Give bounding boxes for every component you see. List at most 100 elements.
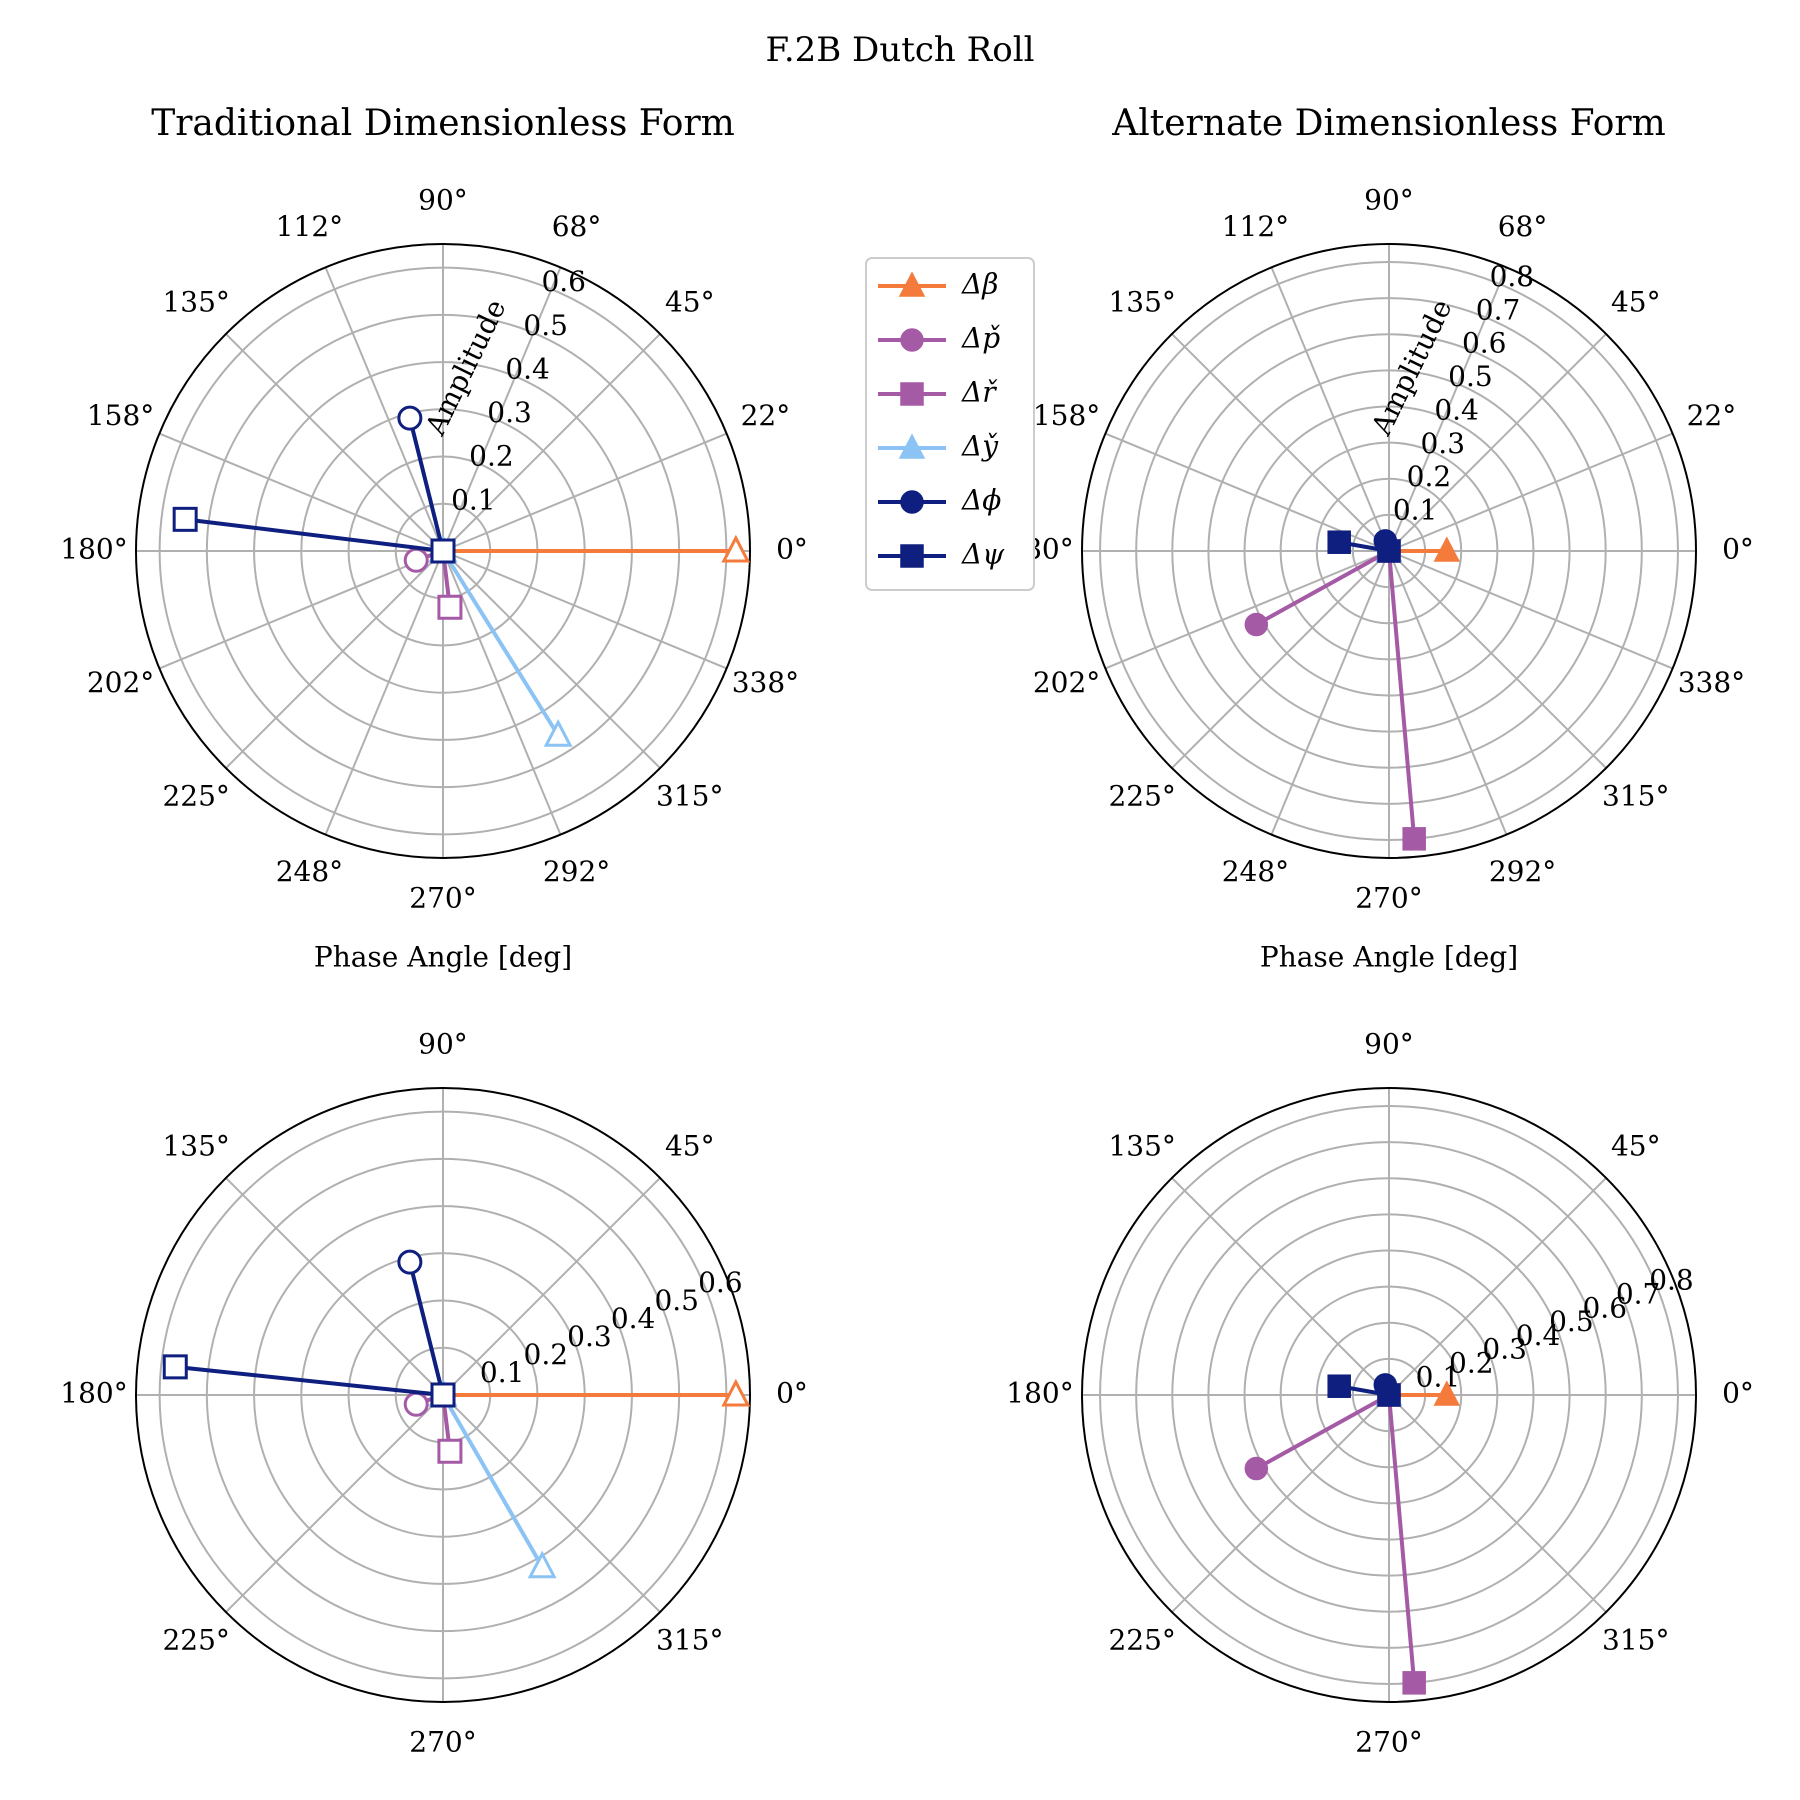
legend-frame [865,257,1035,591]
data-point-marker [397,405,423,431]
angular-gridline [324,266,444,552]
radial-tick-label: 0.1 [1393,494,1438,527]
angle-tick-label: 180° [60,1377,127,1410]
polar-spine [135,243,751,859]
radial-tick-label: 0.1 [1416,1360,1461,1393]
radial-tick-label: 0.4 [1434,393,1479,426]
legend-label: Δβ [961,268,998,301]
angle-tick-label: 90° [418,184,468,217]
legend-marker [898,271,926,297]
polar-spine [1081,243,1697,859]
figure-suptitle: F.2B Dutch Roll [766,30,1035,70]
radial-tick-label: 0.1 [480,1356,525,1389]
angular-gridline [1388,1394,1607,1613]
angular-gridline [1388,432,1674,552]
series-line [175,1364,444,1397]
radial-tick-label: 0.5 [1448,360,1493,393]
angle-tick-label: 45° [1611,286,1661,319]
panel-title: Traditional Dimensionless Form [151,103,735,144]
angle-tick-label: 90° [1364,184,1414,217]
series-line [1255,1393,1390,1471]
angle-tick-label: 315° [1602,1623,1669,1656]
angle-tick-label: 180° [1006,1377,1073,1410]
angular-gridline [1388,1177,1607,1396]
polar-spine [135,1087,751,1703]
angular-gridline [1388,266,1508,552]
angular-gridline [225,1394,444,1613]
angle-tick-label: 112° [1222,210,1289,243]
angle-tick-label: 292° [543,855,610,888]
origin-marker [430,1382,456,1408]
data-point-marker [1244,612,1269,637]
angle-tick-label: 225° [1108,1623,1175,1656]
radial-tick-label: 0.3 [1420,427,1465,460]
legend-marker [898,433,926,459]
series-line [1387,1394,1417,1684]
angular-gridline [442,550,728,670]
series-group [1244,1373,1461,1695]
radial-tick-label: 0.7 [1476,293,1521,326]
legend-marker [900,544,924,568]
radial-tick-label: 0.2 [1449,1347,1494,1380]
radial-tick-label: 0.8 [1649,1264,1694,1297]
radial-tick-label: 0.3 [1482,1333,1527,1366]
angular-gridline [442,550,661,769]
angle-tick-label: 315° [1602,779,1669,812]
series-group [172,405,751,747]
data-point-marker [527,1550,557,1579]
angle-tick-label: 270° [409,1726,476,1759]
radial-tick-label: 0.3 [487,396,532,429]
angle-tick-label: 315° [656,779,723,812]
angle-tick-label: 22° [1687,399,1737,432]
origin-marker [430,538,456,564]
angle-tick-label: 180° [60,533,127,566]
data-point-marker [543,719,573,747]
angle-tick-label: 45° [665,1130,715,1163]
angle-tick-label: 45° [665,286,715,319]
angle-tick-label: 225° [162,779,229,812]
angular-gridline [1388,550,1674,670]
radial-tick-label: 0.5 [654,1284,699,1317]
legend-label: Δy̌ [961,430,999,463]
series-line [407,417,445,552]
data-point-marker [1433,1380,1461,1406]
angular-gridline [442,333,661,552]
angular-gridline [1171,1394,1390,1613]
angular-gridline [1171,1177,1390,1396]
angle-tick-label: 0° [1722,533,1754,566]
series-line [441,1394,544,1568]
angle-tick-label: 248° [1222,855,1289,888]
radial-tick-label: 0.5 [523,309,568,342]
radial-tick-label: 0.6 [1462,327,1507,360]
angular-gridline [442,1177,661,1396]
legend: Δβ Δp̌ Δř Δy̌ Δϕ Δψ [865,257,1035,591]
angle-tick-label: 292° [1489,855,1556,888]
polar-panel-alternate-bottom: 0° 45° 90° 135° 180° 225° 270° 315° 0.10.20.30.4… [1006,1028,1754,1759]
series-line [441,549,560,737]
angular-gridline [1171,550,1390,769]
angle-tick-label: 225° [1108,779,1175,812]
angle-tick-label: 270° [1355,1726,1422,1759]
series-line [1387,550,1417,840]
series-group [162,1249,751,1579]
angle-tick-label: 0° [1722,1377,1754,1410]
radial-tick-label: 0.4 [1516,1319,1561,1352]
data-point-marker [1433,536,1461,562]
angular-gridline [1388,550,1508,836]
angular-gridline [158,550,444,670]
radial-tick-label: 0.4 [505,352,550,385]
polar-panel-traditional-bottom: 0° 45° 90° 135° 180° 225° 270° 315° 0.10.20.30.4… [60,1028,808,1759]
angle-tick-label: 68° [1498,210,1548,243]
panel-title: Alternate Dimensionless Form [1111,103,1665,144]
angle-tick-label: 202° [87,666,154,699]
angle-tick-label: 90° [418,1028,468,1061]
angle-tick-label: 0° [776,533,808,566]
angular-gridline [225,333,444,552]
radial-tick-label: 0.6 [698,1266,743,1299]
angle-tick-label: 90° [1364,1028,1414,1061]
angular-gridline [442,1394,661,1613]
angle-tick-label: 270° [1355,882,1422,915]
angular-gridline [1171,333,1390,552]
data-point-marker [397,1249,423,1275]
